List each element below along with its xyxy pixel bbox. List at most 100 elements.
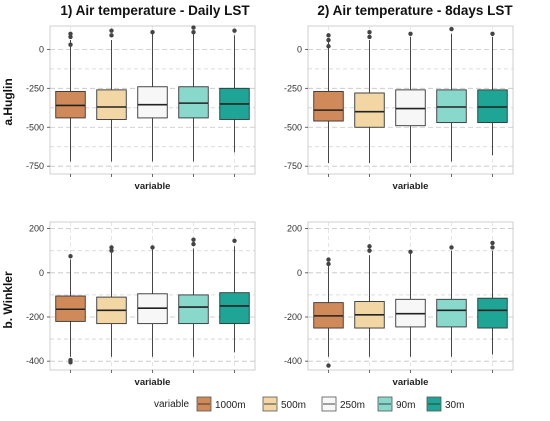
box-iqr [96,89,127,120]
y-tick-label: 0 [39,268,44,278]
box-30m [477,240,508,355]
outlier-point [408,249,413,255]
outlier-point [367,248,372,253]
box-30m [219,238,250,353]
box-30m [219,28,250,153]
box-90m [178,237,209,357]
outlier-point [326,257,331,262]
box-500m [96,28,127,162]
box-500m [354,244,385,357]
y-tick-label: -200 [284,312,302,322]
outlier-point [109,245,114,250]
panel-0: 0 -250 -500 -750 variable [26,25,256,192]
legend-item-30m: 30m [426,396,464,412]
box-iqr [137,86,168,119]
y-tick-label: -250 [26,83,44,93]
outlier-point [109,28,114,33]
legend-item-1000m: 1000m [196,396,246,412]
y-tick-label: 0 [39,44,44,54]
row-title-huglin: a.Huglin [1,78,15,125]
y-tick-label: -750 [26,161,44,171]
legend-label: 250m [340,400,365,411]
outlier-point [109,33,114,38]
box-iqr [313,90,344,122]
legend-item-500m: 500m [262,396,306,412]
outlier-point [232,238,237,243]
box-250m [137,245,168,357]
outlier-point [326,363,331,368]
legend: variable 1000m 500m 250m 90m 30m [154,396,464,412]
outlier-point [449,26,454,32]
outlier-point [68,42,73,47]
outlier-point [68,31,73,36]
outlier-point [490,240,495,246]
box-1000m [55,254,86,365]
x-axis-label: variable [393,181,429,192]
box-500m [354,30,385,164]
box-90m [178,25,209,162]
box-iqr [477,297,508,329]
outlier-point [150,30,155,35]
row-title-winkler: b. Winkler [1,271,15,329]
panel-1: 0 -250 -500 -750 variable [284,25,514,192]
box-90m [436,245,467,357]
box-1000m [313,33,344,164]
box-500m [96,245,127,357]
outlier-point [68,34,73,40]
y-tick-label: -500 [26,122,44,132]
panel-2: 200 0 -200 -400 variable [26,221,256,388]
legend-label: 1000m [215,400,246,411]
y-tick-label: -200 [26,312,44,322]
outlier-point [191,30,196,35]
column-title-8days: 2) Air temperature - 8days LST [317,3,513,18]
legend-label: 30m [445,400,464,411]
y-tick-label: 0 [297,44,302,54]
outlier-point [191,25,196,30]
column-title-daily: 1) Air temperature - Daily LST [60,3,250,18]
outlier-point [367,34,372,40]
outlier-point [191,237,196,242]
outlier-point [490,31,495,36]
box-iqr [354,92,385,128]
y-tick-label: 0 [297,268,302,278]
outlier-point [232,28,237,33]
y-tick-label: 200 [29,224,44,234]
outlier-point [326,33,331,38]
box-iqr [219,292,250,325]
box-90m [436,26,467,162]
outlier-point [68,254,73,259]
panel-3: 200 0 -200 -400 variable [284,221,514,388]
outlier-point [150,245,155,250]
box-250m [395,249,426,357]
box-250m [137,30,168,162]
outlier-point [408,31,413,36]
outlier-point [191,241,196,247]
legend-label: 90m [396,400,415,411]
box-iqr [436,298,467,328]
box-30m [477,31,508,156]
outlier-point [449,245,454,250]
outlier-point [68,360,73,365]
legend-item-90m: 90m [377,396,415,412]
outlier-point [367,30,372,35]
box-1000m [55,31,86,162]
y-tick-label: -250 [284,83,302,93]
y-tick-label: -750 [284,161,302,171]
y-tick-label: -500 [284,122,302,132]
outlier-point [109,248,114,253]
outlier-point [326,261,331,267]
x-axis-label: variable [135,377,171,388]
box-iqr [178,294,209,325]
outlier-point [326,37,331,43]
x-axis-label: variable [135,181,171,192]
x-axis-label: variable [393,377,429,388]
box-1000m [313,257,344,368]
legend-label: 500m [281,400,306,411]
outlier-point [326,44,331,49]
y-tick-label: 200 [287,224,302,234]
y-tick-label: -400 [284,356,302,366]
y-tick-label: -400 [26,356,44,366]
legend-item-250m: 250m [321,396,365,412]
outlier-point [367,244,372,249]
